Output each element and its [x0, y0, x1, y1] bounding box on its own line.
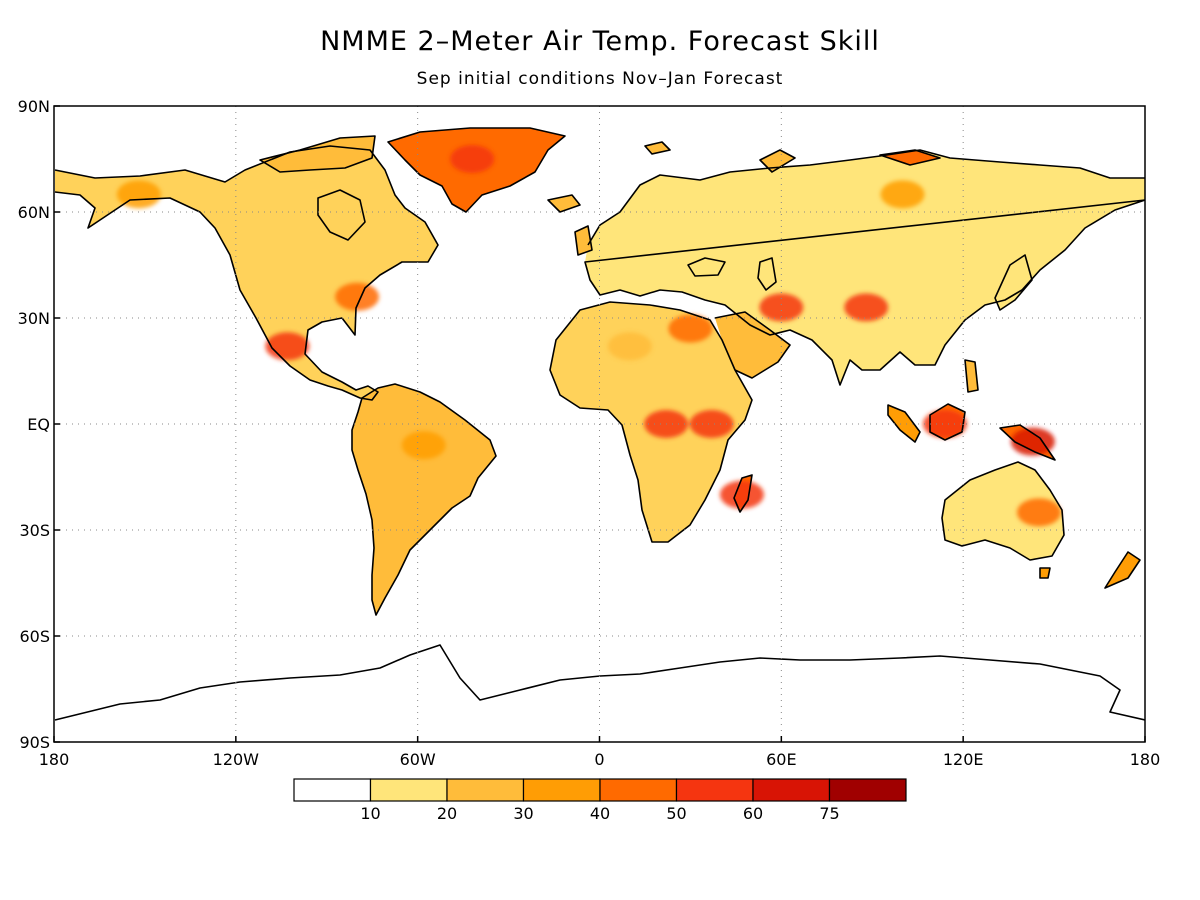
graticule [54, 106, 1145, 742]
north-america-coast [54, 145, 439, 401]
colorbar-label: 20 [437, 804, 457, 823]
new-guinea-coast [999, 424, 1056, 461]
skill-hotspot-new-guinea [1010, 427, 1055, 456]
australia-coast [941, 461, 1065, 561]
latitude-axis: 90N 60N 30N EQ 30S 60S 90S [18, 97, 60, 752]
arctic-islands-land [260, 136, 375, 172]
sumatra-coast [887, 404, 921, 443]
hudson-bay-coast [317, 189, 366, 241]
sumatra-land [888, 405, 920, 442]
lon-tick-label: 120E [943, 750, 984, 769]
lon-tick-label: 180 [1130, 750, 1161, 769]
colorbar-swatch [522, 778, 601, 802]
lat-tick-label: 30S [19, 521, 50, 540]
colorbar-label: 40 [590, 804, 610, 823]
longitude-axis: 180 120W 60W 0 60E 120E 180 [39, 736, 1161, 769]
skill-hotspot-australia [1016, 498, 1061, 527]
tasmania-coast [1039, 567, 1051, 579]
borneo-coast [929, 403, 966, 441]
skill-hotspot-iran [759, 293, 804, 322]
skill-hotspot-greenland [450, 145, 495, 173]
arctic-islands-coast [259, 135, 376, 173]
eurasia-coast [584, 149, 1145, 386]
skill-hotspot-tibet [844, 293, 889, 322]
colorbar-label: 50 [666, 804, 686, 823]
africa-coast [549, 301, 753, 543]
eurasia-land [585, 150, 1145, 385]
land-fill-layer [54, 127, 1145, 742]
novaya-zemlya-land [760, 150, 795, 172]
colorbar-swatch [675, 778, 754, 802]
skill-hotspot-siberia [880, 180, 925, 209]
madagascar-coast [733, 474, 753, 513]
south-america-land [352, 384, 496, 615]
skill-hotspot-borneo [922, 410, 967, 438]
lon-tick-label: 60E [766, 750, 796, 769]
colorbar-swatch [446, 778, 525, 802]
greenland-coast [387, 127, 566, 213]
japan-land [995, 255, 1032, 310]
skill-hotspot-madagascar [719, 480, 764, 509]
philippines-land [965, 360, 978, 392]
map-title: NMME 2–Meter Air Temp. Forecast Skill [320, 26, 880, 57]
colorbar-label: 75 [819, 804, 839, 823]
lat-tick-label: 60S [19, 627, 50, 646]
black-sea-coast [687, 257, 726, 277]
australia-land [942, 462, 1064, 560]
colorbar-swatch [369, 778, 448, 802]
lat-tick-label: 90N [18, 97, 50, 116]
new-zealand-coast [1104, 551, 1141, 589]
south-america-coast [351, 383, 497, 616]
lon-tick-label: 0 [594, 750, 604, 769]
lat-tick-label: 90S [19, 733, 50, 752]
lon-tick-label: 60W [400, 750, 436, 769]
japan-coast [994, 254, 1033, 311]
novaya-zemlya-coast [759, 149, 796, 173]
lat-tick-label: 60N [18, 203, 50, 222]
colorbar-swatch [828, 778, 907, 802]
lon-tick-label: 120W [213, 750, 260, 769]
colorbar-swatch [293, 778, 372, 802]
north-america-land [55, 146, 438, 400]
skill-hotspot-egypt [668, 314, 713, 343]
arabia-coast [714, 311, 791, 379]
caspian-coast [757, 257, 777, 291]
new-zealand-land [1105, 552, 1140, 588]
philippines-coast [964, 359, 979, 393]
lat-tick-label: 30N [18, 309, 50, 328]
svalbard-coast [644, 141, 671, 155]
iceland-coast [547, 194, 581, 213]
colorbar-label: 10 [360, 804, 380, 823]
skill-hotspot-sahara [607, 332, 652, 361]
land-color-layer [55, 128, 1145, 742]
severnaya-coast [879, 149, 941, 166]
colorbar-label: 30 [513, 804, 533, 823]
arabia-land [715, 312, 790, 378]
antarctica-land [55, 645, 1145, 742]
colorbar: 10 20 30 40 50 60 75 [293, 778, 907, 823]
skill-hotspot-eastern-us [335, 282, 380, 311]
skill-hotspot-east-africa [689, 410, 734, 438]
lon-tick-label: 180 [39, 750, 70, 769]
colorbar-swatch [599, 778, 678, 802]
colorbar-label: 60 [743, 804, 763, 823]
lat-tick-label: EQ [27, 415, 50, 434]
map-subtitle: Sep initial conditions Nov–Jan Forecast [416, 69, 784, 89]
colorbar-swatch [752, 778, 831, 802]
uk-coast [574, 225, 593, 256]
skill-hotspot-amazon [401, 431, 446, 460]
uk-land [575, 226, 592, 255]
tasmania-land [1040, 568, 1050, 578]
